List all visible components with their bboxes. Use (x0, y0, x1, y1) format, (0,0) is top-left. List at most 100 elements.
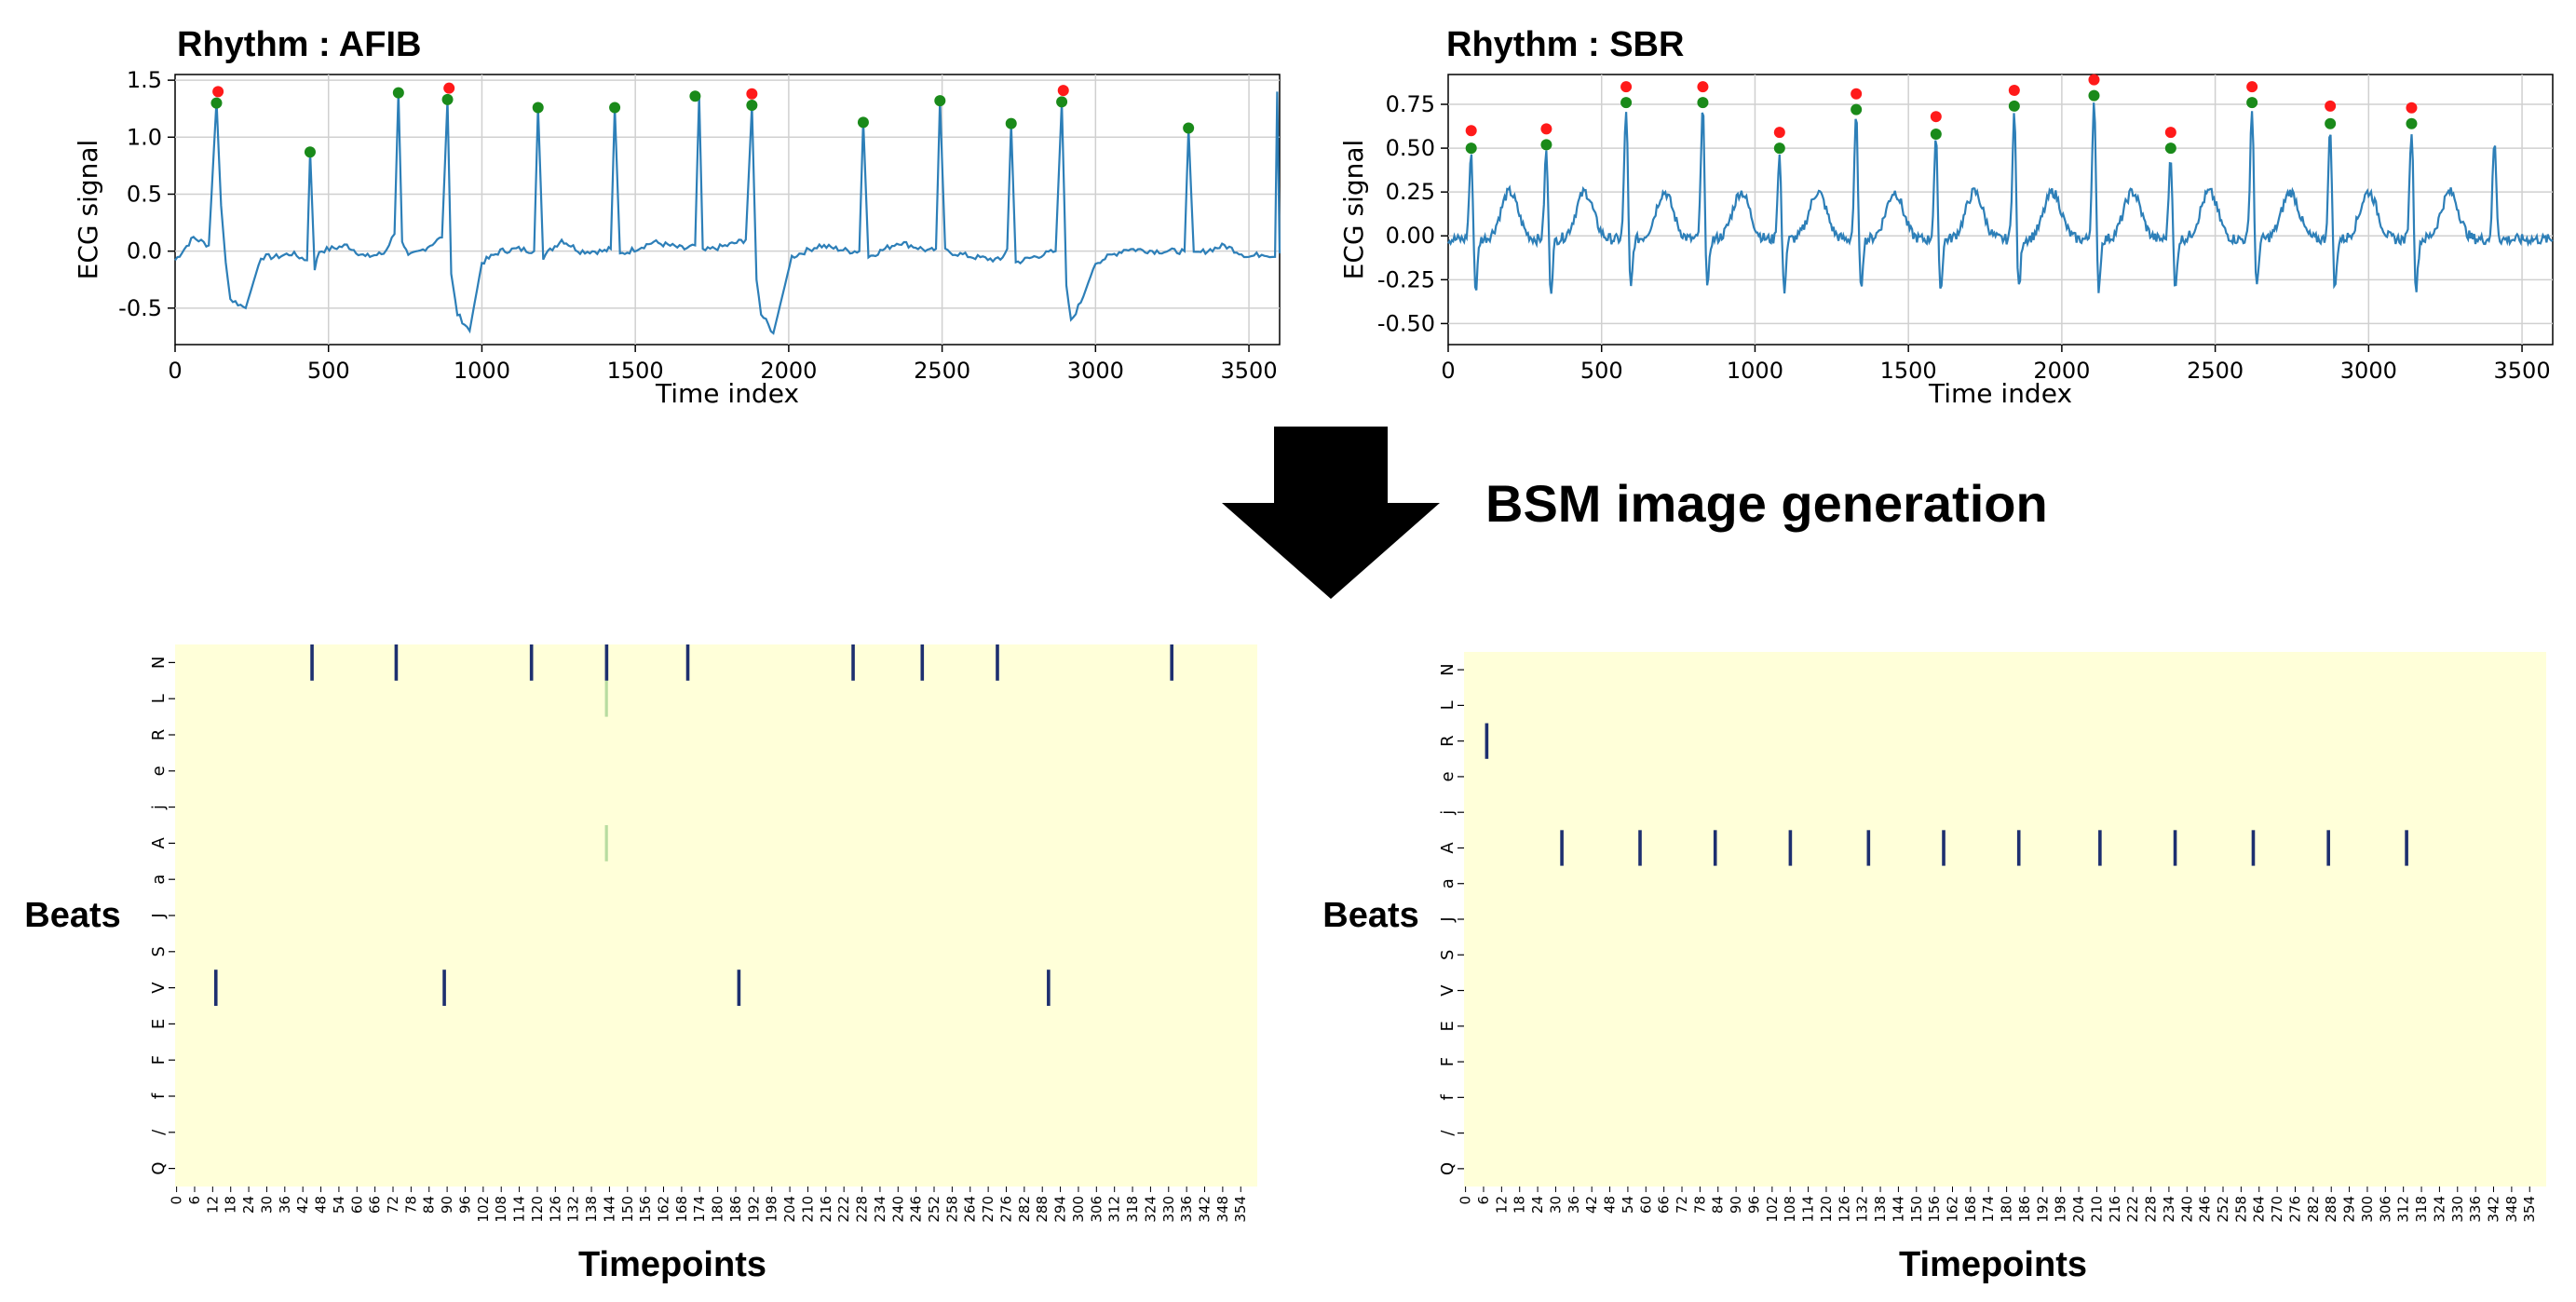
x-tick-label: 1000 (454, 358, 510, 384)
y-tick-label: f (149, 1092, 169, 1099)
x-tick-label: 2500 (914, 358, 970, 384)
peak-dot-red (1773, 127, 1785, 139)
x-tick-label: 180 (710, 1196, 726, 1223)
x-tick-label: 198 (2053, 1196, 2069, 1223)
peak-dot-red (1057, 85, 1069, 97)
peak-dot-red (2164, 127, 2176, 139)
y-tick-label: f (1438, 1094, 1457, 1101)
y-tick-label: / (1438, 1130, 1457, 1136)
x-tick-label: 252 (926, 1196, 942, 1223)
ecg-line-afib (174, 91, 1281, 335)
x-tick-label: 66 (1656, 1196, 1673, 1214)
x-tick-label: 2000 (2033, 358, 2090, 384)
x-tick-label: 336 (1178, 1196, 1195, 1223)
x-tick-label: 222 (835, 1196, 852, 1223)
x-tick-label: 24 (1529, 1196, 1546, 1214)
bsm-generation-label: BSM image generation (1485, 474, 2048, 533)
y-tick-label: e (1438, 771, 1457, 781)
x-tick-label: 126 (547, 1196, 563, 1223)
plot-area-afib (174, 74, 1281, 346)
peak-dot-red (1697, 81, 1709, 93)
heatmap-cell (2016, 830, 2021, 866)
x-tick-label: 180 (1999, 1196, 2015, 1223)
peak-dot-red (443, 82, 455, 94)
heatmap-cell-faint (604, 825, 608, 861)
x-tick-label: 96 (1745, 1196, 1762, 1214)
heatmap-cell (213, 970, 218, 1006)
peak-dot-green (392, 87, 404, 99)
x-tick-label: 210 (2088, 1196, 2105, 1223)
x-tick-label: 60 (1637, 1196, 1654, 1214)
heatmap-cell (996, 644, 999, 681)
x-tick-label: 348 (2503, 1196, 2520, 1223)
y-tick-label: 1.5 (127, 67, 162, 93)
peak-dot-green (2325, 117, 2337, 129)
x-tick-label: 306 (2377, 1196, 2393, 1223)
x-tick-label: 240 (2178, 1196, 2195, 1223)
x-tick-label: 240 (889, 1196, 906, 1223)
peak-dot-green (532, 102, 544, 114)
x-tick-label: 132 (565, 1196, 582, 1223)
x-tick-label: 42 (294, 1196, 311, 1214)
x-tick-label: 102 (475, 1196, 492, 1223)
y-tick-label: -0.50 (1377, 310, 1435, 336)
x-tick-label: 96 (456, 1196, 473, 1214)
heatmap-cell (1788, 830, 1793, 866)
x-tick-label: 3500 (1221, 358, 1278, 384)
x-tick-label: 30 (1547, 1196, 1564, 1214)
x-tick-label: 348 (1214, 1196, 1231, 1223)
x-tick-label: 84 (421, 1196, 438, 1214)
x-tick-label: 288 (1034, 1196, 1051, 1223)
x-tick-label: 198 (764, 1196, 780, 1223)
y-tick-label: F (149, 1055, 169, 1065)
peak-dot-green (2164, 142, 2176, 155)
x-tick-label: 342 (1197, 1196, 1213, 1223)
x-tick-label: 1000 (1727, 358, 1783, 384)
heatmap-y-label-sbr: Beats (1322, 896, 1419, 935)
peak-dot-green (1005, 117, 1017, 129)
y-axis-label-sbr: ECG signal (1338, 140, 1369, 280)
heatmap-x-ticks-afib: 0 6 12 18 24 30 36 42 48 54 60 66 72 78 84 90 96 102 108 11… (169, 1187, 1249, 1223)
x-tick-label: 258 (943, 1196, 960, 1223)
y-tick-label: j (1438, 810, 1457, 816)
x-tick-label: 324 (1142, 1196, 1159, 1223)
heatmap-cell (1047, 970, 1051, 1006)
x-tick-label: 138 (1872, 1196, 1889, 1223)
y-tick-label: -0.25 (1377, 266, 1435, 292)
x-tick-label: 6 (1475, 1196, 1492, 1205)
x-tick-label: 114 (1800, 1196, 1817, 1223)
x-tick-label: 84 (1710, 1196, 1727, 1214)
heatmap-cell (737, 970, 741, 1006)
y-tick-label: N (149, 657, 169, 669)
y-tick-label: A (1438, 842, 1457, 854)
x-tick-label: 24 (240, 1196, 257, 1214)
peak-dot-green (934, 95, 946, 107)
x-tick-label: 500 (1580, 358, 1623, 384)
y-tick-label: F (1438, 1057, 1457, 1066)
x-tick-label: 246 (2197, 1196, 2214, 1223)
x-tick-label: 228 (2143, 1196, 2160, 1223)
x-tick-label: 216 (2107, 1196, 2123, 1223)
y-axis-label-afib: ECG signal (73, 140, 103, 280)
y-tick-label: L (1438, 700, 1457, 710)
heatmap-marks-sbr (1485, 723, 2408, 866)
x-tick-label: 264 (962, 1196, 979, 1223)
x-tick-label: 318 (1124, 1196, 1141, 1223)
plot-area-sbr (1447, 74, 2554, 346)
x-tick-label: 108 (1782, 1196, 1798, 1223)
x-tick-label: 12 (204, 1196, 221, 1214)
x-tick-label: 156 (1926, 1196, 1943, 1223)
x-tick-label: 276 (997, 1196, 1014, 1223)
peak-dot-green (746, 100, 758, 112)
bsm-heatmap-sbr: N L Re j Aa J S V E Ff / Q 0 6 12 18 24 30 36 42 48 54 60 66 72… (1322, 652, 2546, 1284)
y-tick-label: R (149, 729, 169, 741)
heatmap-cell (310, 644, 314, 681)
x-tick-label: 500 (307, 358, 350, 384)
heatmap-cell-faint (604, 680, 608, 717)
peak-dots-sbr (1465, 74, 2418, 155)
y-tick-label: N (1438, 663, 1457, 675)
x-tick-label: 3000 (1067, 358, 1124, 384)
peak-dot-red (2406, 102, 2418, 114)
heatmap-cell (685, 644, 690, 681)
